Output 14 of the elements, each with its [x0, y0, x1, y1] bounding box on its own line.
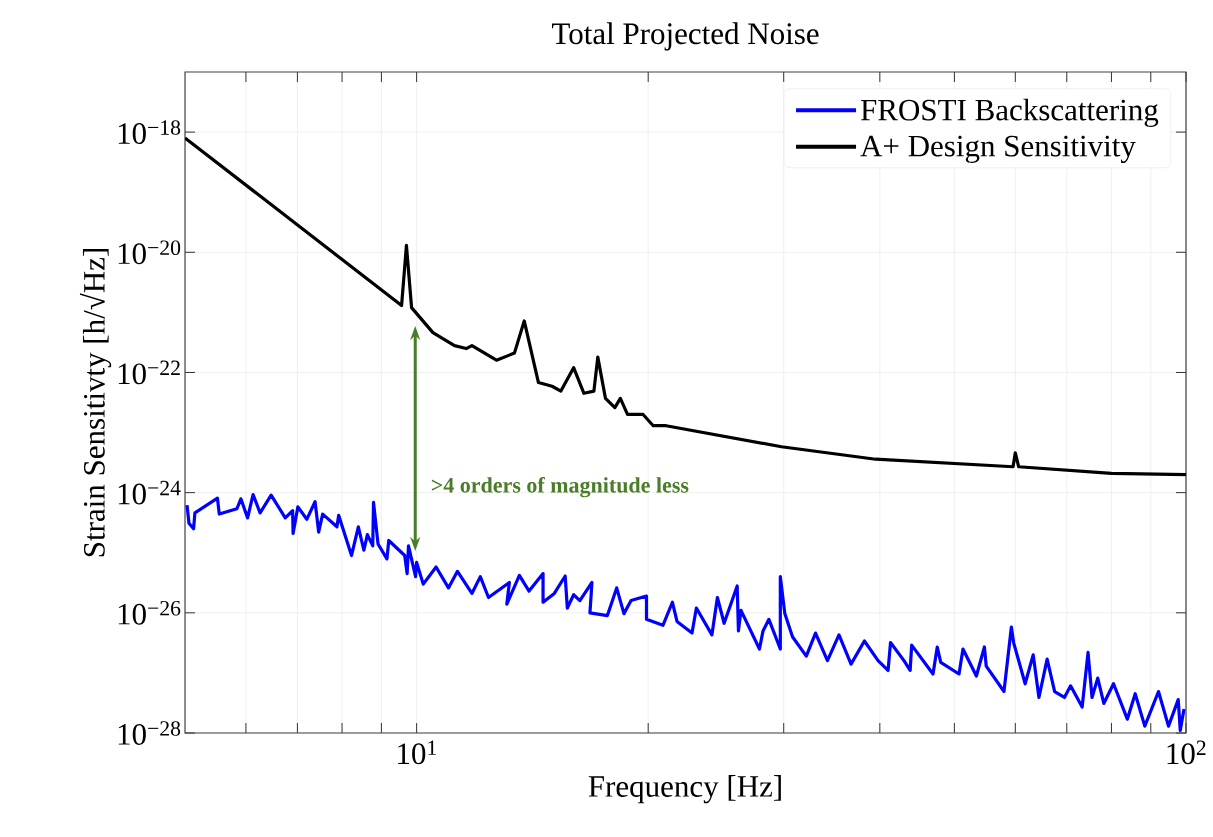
chart-title: Total Projected Noise — [552, 22, 819, 51]
y-tick-label: 10$^{−26}$ — [118, 600, 181, 625]
annotation: >4 orders of magnitude less — [431, 476, 689, 498]
legend-label: FROSTI Backscattering — [860, 98, 1159, 127]
x-tick-label: 10$^{2}$ — [1167, 740, 1206, 765]
legend-label: A+ Design Sensitivity — [860, 135, 1136, 163]
x-axis-title: Frequency [Hz] — [588, 775, 781, 804]
x-tick-label: 10$^{1}$ — [398, 740, 436, 765]
y-tick-label: 10$^{−18}$ — [118, 120, 181, 144]
y-tick-label: 10$^{−20}$ — [118, 240, 181, 265]
y-tick-label: 10$^{−22}$ — [118, 360, 180, 385]
y-axis-title: Strain Sensitivty [h/√Hz] — [79, 249, 112, 557]
y-tick-label: 10$^{−24}$ — [118, 480, 181, 505]
y-tick-label: 10$^{−28}$ — [118, 721, 181, 745]
